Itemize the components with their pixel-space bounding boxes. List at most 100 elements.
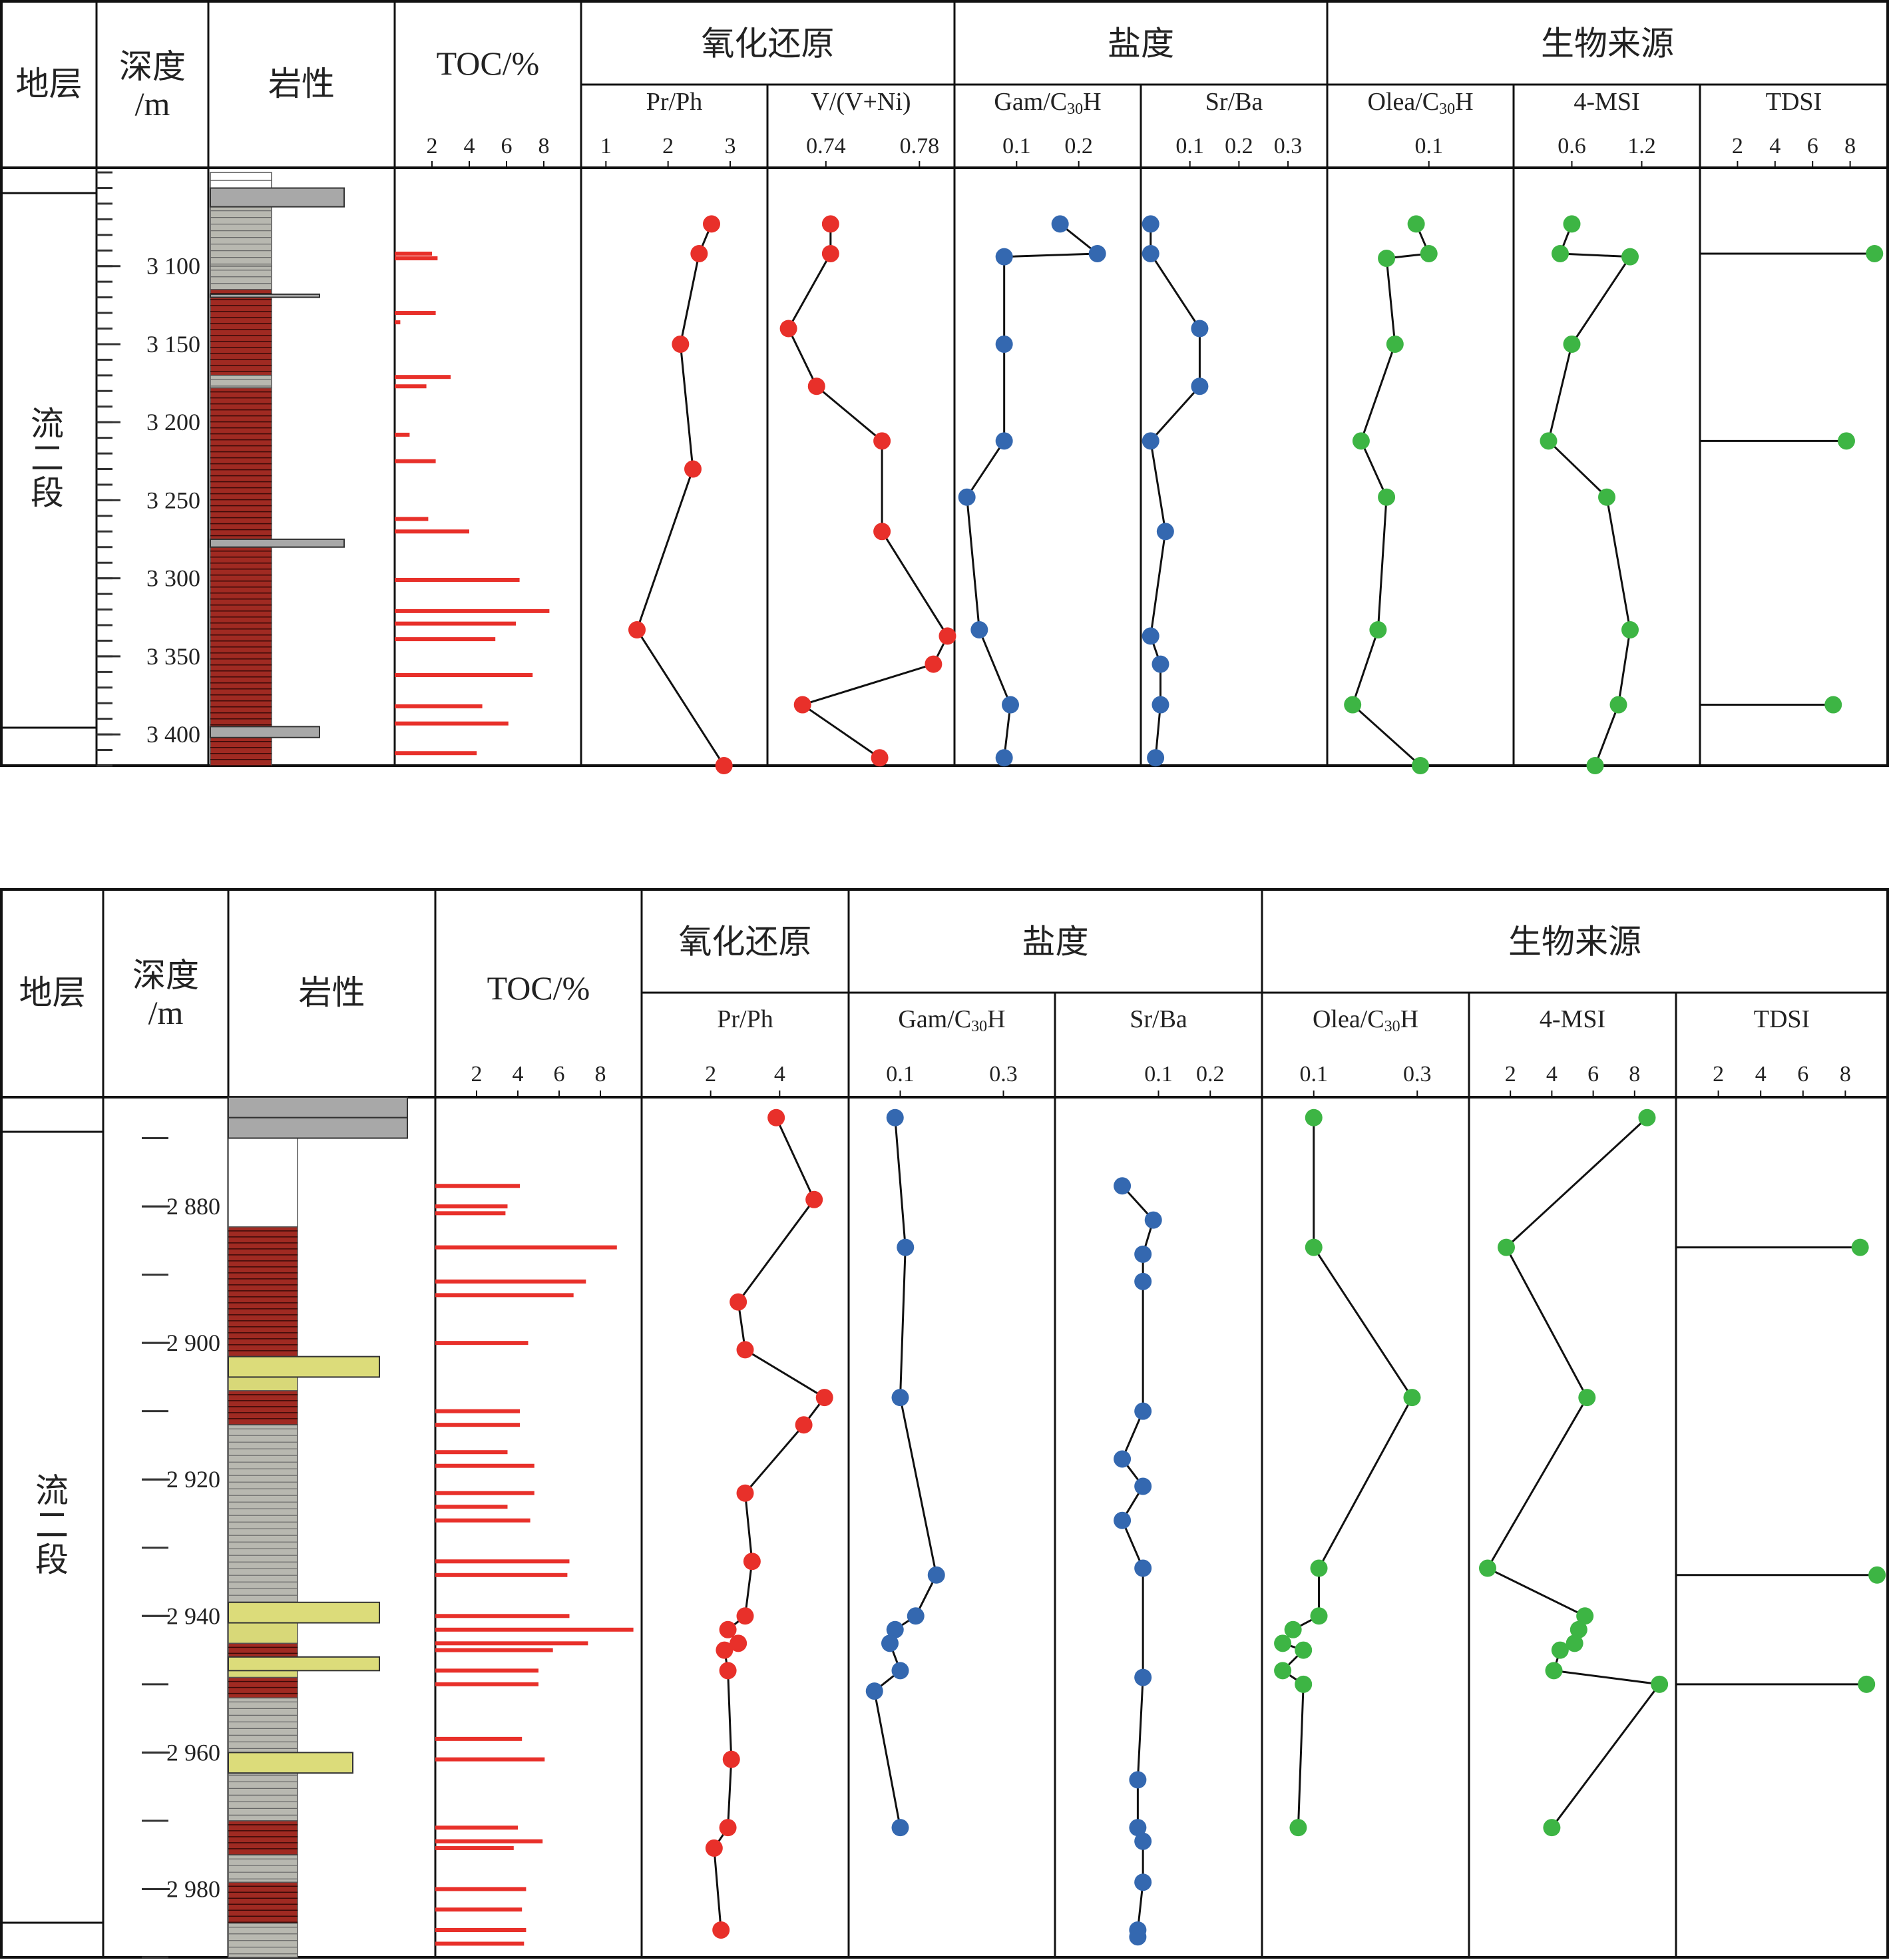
tdsi-point [1824,696,1842,714]
track-point [1378,249,1396,267]
track-point [1570,1620,1587,1638]
track-label: Gam/C30H [898,1005,1005,1035]
formation-name-char: 流 [35,1472,69,1509]
toc-bar [435,1573,568,1577]
toc-bar [435,1907,523,1912]
track-point [1051,215,1069,233]
header-stratum: 地层 [16,65,83,103]
panel-frame [0,0,1889,767]
track-point [891,1389,909,1407]
lithology-sand-bed [228,1656,380,1672]
track-point [927,1566,945,1584]
track-point [1142,432,1159,450]
track-point [767,1108,785,1126]
toc-bar [435,1736,523,1741]
toc-bar [435,1184,521,1188]
track-point [1129,1771,1147,1789]
toc-bar [435,1927,526,1932]
lithology-layer [210,265,272,290]
track-point [815,1389,833,1407]
formation-name-char: 二 [35,1507,69,1544]
depth-label: 2 960 [166,1739,220,1766]
track-point [958,488,976,506]
toc-bar [395,609,550,613]
track-point [925,655,943,673]
track-label: Sr/Ba [1205,88,1263,116]
track-tick-label: 2 [662,134,674,158]
lithology-layer [228,1424,298,1617]
track-point [995,248,1013,266]
toc-bar [435,1614,570,1618]
track-tick-label: 6 [1797,1062,1808,1087]
toc-bar [395,375,451,379]
track-curve [873,1117,938,1828]
track-tick-label: 8 [1840,1062,1851,1087]
toc-tick-label: 2 [427,134,438,158]
track-point [1142,215,1159,233]
toc-bar [435,1845,514,1850]
track-tick-label: 0.2 [1064,134,1093,158]
header-salinity: 盐度 [1108,25,1174,63]
track-point [821,244,839,262]
toc-bar [435,1887,526,1891]
track-point [684,460,702,478]
depth-label: 3 400 [146,721,200,748]
panel-frame [0,888,1889,1959]
track-point [821,215,839,233]
toc-bar [435,1450,508,1455]
track-tick-label: 2 [705,1062,716,1087]
toc-bar [395,673,533,678]
track-point [712,1921,730,1939]
toc-tick-label: 2 [471,1062,483,1087]
toc-bar [435,1279,586,1284]
track-curve [787,224,949,759]
lithology-layer [228,1881,298,1924]
track-tick-label: 1 [600,134,612,158]
lithology-sand-bed [228,1355,380,1378]
track-point [722,1750,740,1768]
header-bio-source: 生物来源 [1508,923,1641,961]
header-salinity: 盐度 [1022,923,1089,961]
track-point [1478,1559,1496,1577]
track-point [1129,1928,1147,1946]
track-point [779,320,797,338]
track-point [1551,1641,1569,1659]
lithology-layer [210,289,272,376]
toc-bar [435,1682,538,1686]
track-point [1586,757,1604,774]
header-bio-source: 生物来源 [1541,25,1674,63]
depth-label: 3 200 [146,409,200,435]
track-point [628,621,646,639]
tdsi-point [1851,1238,1869,1256]
toc-bar [435,1941,525,1946]
toc-bar [435,1463,534,1468]
toc-bar [395,751,477,756]
track-point [1274,1662,1292,1680]
track-tick-label: 0.1 [886,1062,915,1087]
toc-bar [395,721,509,726]
track-point [1497,1238,1515,1256]
track-tick-label: 0.1 [1175,134,1204,158]
track-point [871,749,889,767]
toc-bar [395,256,438,260]
lithology-layer [228,1226,298,1371]
header-lithology: 岩性 [299,974,365,1011]
track-point [873,432,891,450]
toc-bar [435,1423,521,1427]
toc-bar [395,459,436,463]
track-point [939,627,956,645]
header-redox: 氧化还原 [679,923,812,961]
toc-tick-label: 8 [538,134,550,158]
track-tick-label: 0.2 [1225,134,1253,158]
depth-label: 3 350 [146,643,200,670]
track-point [730,1634,747,1652]
track-tick-label: 0.3 [989,1062,1018,1087]
track-label: Gam/C30H [994,88,1101,118]
toc-bar [435,1826,518,1830]
track-point [1552,244,1569,262]
header-stratum: 地层 [19,974,86,1011]
track-point [1295,1641,1313,1659]
track-curve [1281,1117,1414,1828]
toc-bar [435,1641,588,1646]
